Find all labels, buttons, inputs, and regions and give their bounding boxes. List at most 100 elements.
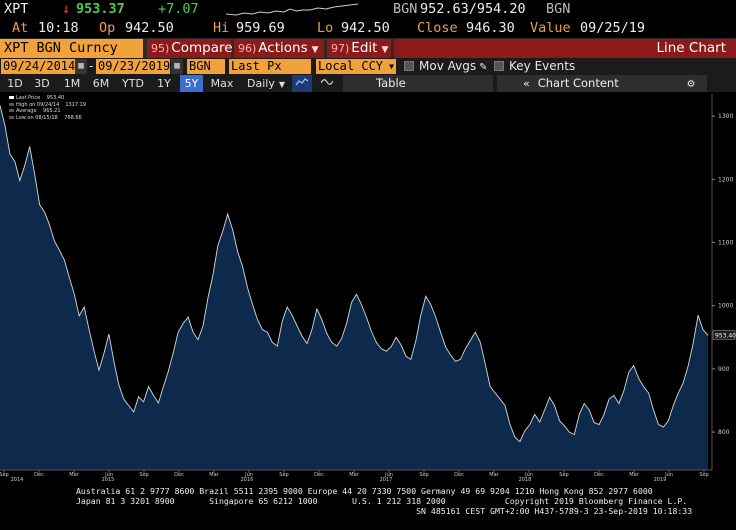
price-area — [0, 105, 708, 471]
bid-ask: 952.63/954.20 — [420, 1, 526, 17]
legend-item-last: Last Price 953.40 — [9, 95, 83, 102]
legend-swatch — [9, 102, 14, 106]
quote-row-1: XPT ↓ 953.37 +7.07 BGN 952.63/954.20 BGN — [0, 0, 736, 19]
x-tick-label: Jun — [524, 472, 533, 478]
x-tick-label: Sep — [139, 472, 148, 478]
dropdown-arrow-icon: ▼ — [278, 80, 285, 89]
legend-value: 1317.19 — [65, 101, 87, 108]
table-button[interactable]: Table — [343, 75, 493, 92]
price-down-arrow-icon: ↓ — [62, 1, 71, 17]
quote-source-2: BGN — [546, 1, 571, 17]
range-ytd[interactable]: YTD — [122, 77, 144, 90]
chart-type-title: Line Chart — [394, 39, 736, 58]
range-6m[interactable]: 6M — [92, 77, 110, 90]
frequency-label: Daily — [247, 77, 275, 90]
range-1y[interactable]: 1Y — [157, 77, 171, 90]
price-change: +7.07 — [158, 1, 199, 17]
x-tick-label: Dec — [34, 472, 44, 478]
source-field[interactable]: BGN — [187, 59, 225, 74]
end-date-field[interactable]: 09/23/2019 — [96, 59, 171, 74]
chevron-down-icon: ▼ — [311, 45, 319, 55]
last-price: 953.37 — [76, 1, 125, 17]
quote-source: BGN — [393, 1, 418, 17]
range-1d[interactable]: 1D — [7, 77, 23, 90]
x-year-label: 2015 — [102, 477, 115, 482]
start-date-field[interactable]: 09/24/2014 — [1, 59, 76, 74]
x-tick-label: Dec — [454, 472, 464, 478]
x-tick-label: Sep — [699, 472, 708, 478]
calendar-icon[interactable]: ▦ — [171, 59, 183, 74]
at-label: At — [12, 20, 29, 36]
legend-value: 965.21 — [43, 108, 61, 114]
currency-selector[interactable]: Local CCY ▼ — [316, 59, 396, 74]
legend-swatch — [9, 109, 14, 112]
legend-item-low: Low on 08/15/18 768.66 — [9, 115, 83, 122]
range-max[interactable]: Max — [210, 77, 234, 90]
gear-icon[interactable]: ⚙ — [676, 75, 706, 92]
footer-line-1: Australia 61 2 9777 8600 Brazil 5511 239… — [76, 486, 653, 496]
sparkline-icon — [226, 3, 359, 16]
legend-label: Low on 08/15/18 — [16, 114, 58, 121]
legend-label: Last Price — [16, 95, 41, 101]
x-tick-label: Sep — [419, 472, 428, 478]
x-year-label: 2017 — [380, 477, 393, 482]
compare-button[interactable]: 95) Compare — [147, 39, 233, 58]
checkbox-icon — [494, 60, 504, 71]
legend-item-high: High on 09/24/14 1317.19 — [9, 101, 87, 109]
high-label: Hi — [213, 20, 230, 36]
x-year-label: 2016 — [241, 477, 254, 482]
field-selector-value: Last Px — [231, 59, 282, 73]
x-tick-label: Mar — [69, 472, 79, 478]
edit-button[interactable]: 97) Edit ▼ — [327, 39, 391, 58]
x-tick-label: Dec — [174, 472, 184, 478]
actions-button[interactable]: 96) Actions ▼ — [234, 39, 324, 58]
x-year-label: 2014 — [11, 477, 24, 482]
y-tick-label: 900 — [718, 366, 730, 373]
collapse-icon: « — [523, 77, 530, 90]
price-chart[interactable]: 800 900 1000 1100 1200 1300 953.40 Sep Dec Mar Jun… — [0, 92, 736, 482]
chart-style-icon[interactable] — [318, 75, 336, 92]
x-year-label: 2018 — [519, 477, 532, 482]
close-label: Close — [417, 20, 458, 36]
mov-avgs-toggle[interactable]: Mov Avgs ✎ — [404, 59, 487, 74]
key-events-toggle[interactable]: Key Events — [494, 59, 575, 74]
chart-content-button[interactable]: « Chart Content — [497, 75, 707, 92]
x-year-label: 2019 — [654, 477, 667, 482]
footer-line-2: Japan 81 3 3201 8900 Singapore 65 6212 1… — [76, 496, 688, 506]
x-tick-label: Mar — [349, 472, 359, 478]
wave-icon — [320, 79, 334, 85]
security-field[interactable]: XPT BGN Curncy — [0, 39, 143, 58]
calendar-icon[interactable]: ▦ — [75, 59, 87, 74]
range-3d[interactable]: 3D — [34, 77, 50, 90]
open-label: Op — [99, 20, 116, 36]
compare-label: Compare — [171, 40, 233, 56]
x-tick-label: Jun — [104, 472, 113, 478]
quote-row-2: At 10:18 Op 942.50 Hi 959.69 Lo 942.50 C… — [0, 19, 736, 38]
ticker: XPT — [4, 1, 29, 17]
value-date: 09/25/19 — [580, 20, 646, 36]
actions-number: 96) — [238, 42, 257, 55]
currency-selector-value: Local CCY — [318, 59, 384, 73]
key-events-label: Key Events — [509, 59, 576, 73]
chart-area[interactable]: 800 900 1000 1100 1200 1300 953.40 Sep Dec Mar Jun… — [0, 92, 736, 482]
legend-swatch — [9, 115, 14, 119]
edit-number: 97) — [331, 42, 350, 55]
low-label: Lo — [317, 20, 334, 36]
x-tick-label: Mar — [489, 472, 499, 478]
x-tick-label: Jun — [244, 472, 253, 478]
range-5y[interactable]: 5Y — [180, 75, 203, 92]
last-price-box — [712, 330, 736, 340]
frequency-selector[interactable]: Daily ▼ — [243, 75, 289, 92]
footer: Australia 61 2 9777 8600 Brazil 5511 239… — [0, 486, 736, 530]
line-chart-icon[interactable] — [292, 75, 312, 92]
x-tick-label: Mar — [209, 472, 219, 478]
close-value: 946.30 — [466, 20, 515, 36]
range-1m[interactable]: 1M — [63, 77, 81, 90]
field-selector[interactable]: Last Px — [229, 59, 311, 74]
dropdown-arrow-icon: ▼ — [389, 62, 394, 71]
x-tick-label: Jun — [664, 472, 673, 478]
open-value: 942.50 — [125, 20, 174, 36]
x-tick-label: Mar — [629, 472, 639, 478]
legend-item-average: Average 965.21 — [9, 108, 83, 115]
x-tick-label: Dec — [594, 472, 604, 478]
